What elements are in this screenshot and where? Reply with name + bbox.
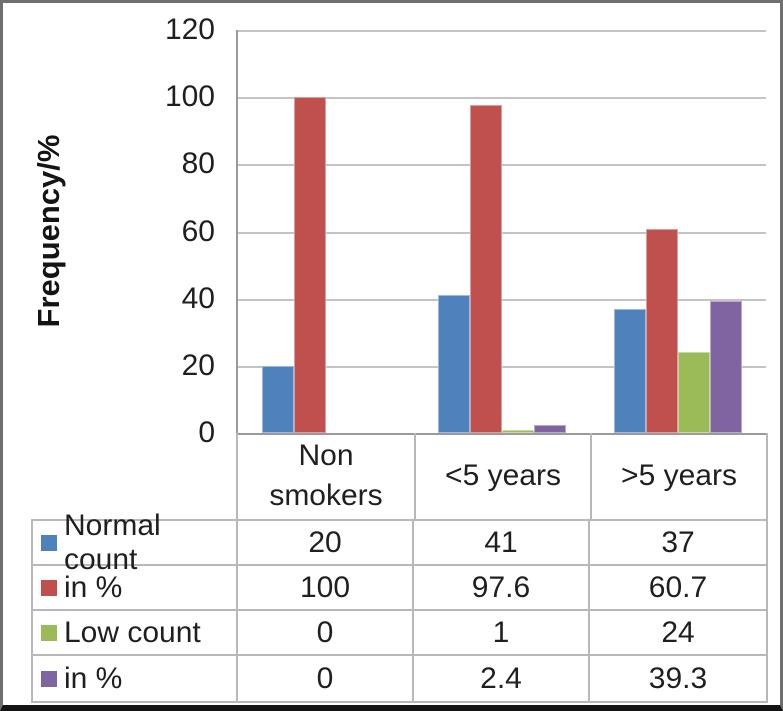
category-label: >5 years — [621, 459, 737, 492]
y-tick-label: 80 — [181, 147, 215, 181]
bar-normal-count--5-years — [614, 309, 646, 433]
category-label: Non smokers — [269, 439, 383, 512]
legend-key-swatch — [41, 670, 57, 687]
row-label-cell: Normal count — [33, 509, 238, 576]
bar-normal-count--5-years — [438, 295, 470, 433]
bar-low-count--5-years — [678, 352, 710, 433]
gridline — [238, 30, 766, 32]
table-row: Normal count 20 41 37 — [33, 509, 766, 576]
value-cell: 24 — [661, 615, 695, 649]
value-cell: 100 — [238, 566, 414, 609]
bar-in---5-years — [534, 425, 566, 433]
bar-in---5-years — [470, 105, 502, 433]
bar-normal-count-non-smokers — [262, 366, 294, 433]
y-tick-label: 120 — [164, 13, 215, 46]
series-name: Normal count — [64, 508, 161, 576]
bar-in---5-years — [646, 229, 678, 433]
value-cell: 0 — [238, 611, 414, 654]
plot-area — [236, 30, 766, 435]
table-row: Low count 0 1 24 — [33, 611, 766, 656]
bar-low-count--5-years — [502, 430, 534, 433]
series-name: in % — [64, 661, 123, 695]
category-axis-row: Non smokers <5 years >5 years — [236, 433, 768, 519]
gridline — [238, 164, 766, 167]
y-tick-label: 0 — [198, 416, 215, 449]
category-label-cell: >5 years — [590, 433, 768, 519]
value-cell: 2.4 — [414, 656, 590, 701]
category-label: <5 years — [445, 459, 561, 492]
gridline — [238, 365, 766, 368]
series-name: in % — [64, 570, 123, 604]
legend-key-swatch — [41, 579, 57, 596]
legend-key-swatch — [41, 624, 57, 641]
table-row: in % 100 97.6 60.7 — [33, 566, 766, 611]
series-name: Low count — [64, 615, 201, 649]
value-cell: 41 — [414, 521, 590, 564]
gridline — [238, 298, 766, 301]
y-tick-label: 40 — [181, 281, 215, 315]
bar-in---5-years — [710, 301, 742, 433]
row-label-cell: in % — [33, 566, 238, 609]
data-table: Normal count 20 41 37 in % 100 97.6 60.7 Low cou… — [31, 509, 768, 703]
y-axis-title: Frequency/% — [31, 134, 66, 328]
category-label-cell: <5 years — [414, 433, 590, 519]
y-tick-label: 60 — [181, 214, 215, 248]
y-tick-label: 100 — [164, 80, 215, 114]
value-cell: 0 — [238, 656, 414, 701]
value-cell: 37 — [661, 525, 695, 559]
table-row: in % 0 2.4 39.3 — [33, 656, 766, 701]
bar-in--non-smokers — [294, 97, 326, 433]
value-cell: 20 — [238, 521, 414, 564]
row-label-cell: in % — [33, 656, 238, 701]
value-cell: 1 — [414, 611, 590, 654]
gridline — [238, 231, 766, 234]
row-label-cell: Low count — [33, 611, 238, 654]
value-cell: 97.6 — [414, 566, 590, 609]
value-cell: 60.7 — [648, 570, 708, 604]
value-cell: 39.3 — [648, 661, 708, 695]
legend-key-swatch — [41, 534, 57, 551]
category-label-cell: Non smokers — [236, 433, 414, 519]
y-tick-label: 20 — [181, 348, 215, 382]
gridline — [238, 97, 766, 100]
